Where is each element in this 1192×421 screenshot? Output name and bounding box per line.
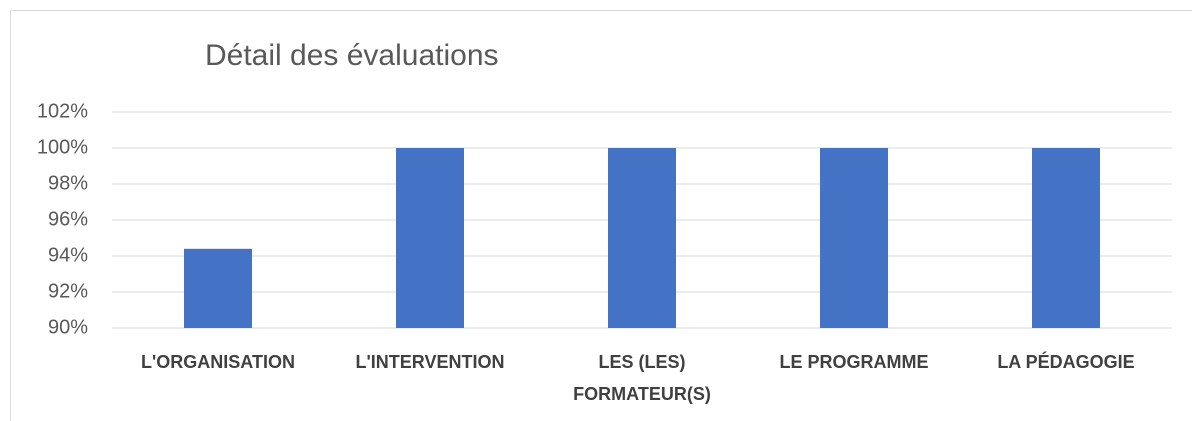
y-tick-label: 100% [37, 136, 88, 158]
chart-title: Détail des évaluations [205, 39, 499, 72]
chart-border [10, 10, 1192, 421]
bar [608, 148, 676, 328]
y-tick-label: 90% [48, 316, 88, 338]
y-tick-label: 92% [48, 280, 88, 302]
y-tick-label: 98% [48, 172, 88, 194]
x-tick-label: L'ORGANISATION [141, 352, 295, 372]
x-tick-label: LE PROGRAMME [779, 352, 929, 372]
x-tick-label: LES (LES) FORMATEUR(S) [573, 352, 711, 404]
y-tick-label: 96% [48, 208, 88, 230]
x-tick-label: LA PÉDAGOGIE [997, 352, 1135, 372]
bar [820, 148, 888, 328]
x-tick-label: L'INTERVENTION [355, 352, 505, 372]
y-tick-label: 102% [37, 100, 88, 122]
bar [184, 248, 252, 328]
bar [1032, 148, 1100, 328]
bar [396, 148, 464, 328]
y-tick-label: 94% [48, 244, 88, 266]
